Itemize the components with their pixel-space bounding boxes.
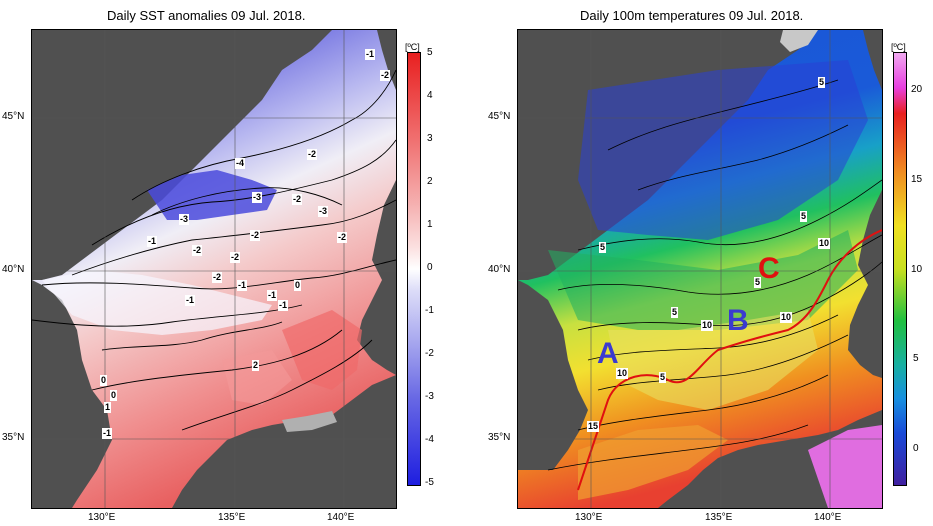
lon-label: 135°E: [218, 512, 246, 523]
contour-label: -3: [318, 206, 329, 217]
contour-label: 5: [754, 277, 762, 288]
land-japan-honshu: [172, 375, 396, 508]
colorbar-tick: 2: [427, 176, 433, 187]
contour-label: 5: [800, 211, 808, 222]
contour-label: -2: [212, 272, 223, 283]
contour-label: 0: [100, 375, 108, 386]
contour-label: 10: [818, 238, 831, 249]
colorbar-tick: 5: [427, 47, 433, 58]
contour-label: 0: [110, 390, 118, 401]
sst-anomaly-field: [32, 30, 396, 508]
colorbar-unit: [ºC]: [405, 42, 420, 52]
colorbar-tick: -4: [425, 434, 434, 445]
colorbar-tick: -3: [425, 391, 434, 402]
sst-anomaly-colorbar: [407, 52, 421, 486]
temp-100m-title: Daily 100m temperatures 09 Jul. 2018.: [580, 8, 804, 23]
lat-label: 35°N: [2, 432, 25, 443]
temp-100m-field: [518, 30, 882, 508]
lat-label: 45°N: [488, 111, 511, 122]
lon-label: 130°E: [88, 512, 116, 523]
contour-label: 2: [252, 360, 260, 371]
graticule: [32, 30, 396, 508]
contour-label: 5: [671, 307, 679, 318]
colorbar-tick: 3: [427, 133, 433, 144]
region-label-a: A: [597, 337, 619, 370]
contour-label: -2: [307, 149, 318, 160]
contour-label: -2: [230, 252, 241, 263]
contour-label: 10: [780, 312, 793, 323]
temp-100m-map: 5 5 5 10 5 5 10 10 10 15 5 A B C: [517, 29, 883, 509]
contour-label: -1: [147, 236, 158, 247]
lon-label: 140°E: [327, 512, 355, 523]
contour-label: -1: [185, 295, 196, 306]
lat-label: 40°N: [488, 264, 511, 275]
lon-label: 135°E: [705, 512, 733, 523]
colorbar-tick: 20: [911, 84, 923, 95]
colorbar-tick: -5: [425, 477, 434, 488]
land-continent-north: [32, 30, 332, 280]
land-japan-north: [848, 190, 882, 378]
contour-label: -2: [250, 230, 261, 241]
land-korea: [32, 280, 112, 508]
land-sakhalin-east: [377, 30, 396, 90]
land-japan-north: [357, 180, 396, 375]
sst-anomaly-map: -1 -2 -4 -2 -3 -2 -3 -3 -2 -1 -2 -2 -1 -…: [31, 29, 397, 509]
contour-label: -1: [365, 49, 376, 60]
region-label-c: C: [758, 252, 780, 285]
contour-label: -3: [179, 214, 190, 225]
contour-label: 15: [587, 421, 600, 432]
contour-label: 10: [616, 368, 629, 379]
contour-label: 5: [659, 372, 667, 383]
contour-label: -1: [237, 280, 248, 291]
colorbar-unit: [ºC]: [891, 42, 906, 52]
contour-label: 1: [104, 402, 112, 413]
colorbar-tick: 15: [911, 174, 923, 185]
contour-label: -3: [252, 192, 263, 203]
lat-label: 35°N: [488, 432, 511, 443]
lon-label: 140°E: [814, 512, 842, 523]
contour-label: 10: [701, 320, 714, 331]
land-sakhalin-east: [863, 30, 882, 90]
contour-label: -4: [235, 158, 246, 169]
contour-label: -2: [380, 70, 391, 81]
contour-label: -2: [337, 232, 348, 243]
colorbar-tick: 4: [427, 90, 433, 101]
region-label-b: B: [727, 304, 749, 337]
colorbar-tick: 10: [911, 264, 923, 275]
lat-label: 40°N: [2, 264, 25, 275]
lat-label: 45°N: [2, 111, 25, 122]
lon-label: 130°E: [575, 512, 603, 523]
colorbar-tick: 5: [913, 353, 919, 364]
contour-label: 5: [818, 77, 826, 88]
contour-label: -1: [102, 428, 113, 439]
subpolar-front-line: [577, 229, 882, 491]
contour-label: -2: [292, 194, 303, 205]
contour-label: 5: [599, 242, 607, 253]
colorbar-tick: 0: [913, 443, 919, 454]
sst-anomaly-title: Daily SST anomalies 09 Jul. 2018.: [107, 8, 306, 23]
missing-data-grey: [780, 30, 818, 52]
colorbar-tick: 0: [427, 262, 433, 273]
contour-label: -2: [192, 245, 203, 256]
contour-label: 0: [294, 280, 302, 291]
land-korea: [518, 280, 588, 470]
colorbar-tick: -2: [425, 348, 434, 359]
contour-label: -1: [267, 290, 278, 301]
colorbar-tick: -1: [425, 305, 434, 316]
temp-100m-colorbar: [893, 52, 907, 486]
temp-contours: [547, 79, 882, 471]
contour-label: -1: [278, 300, 289, 311]
colorbar-tick: 1: [427, 219, 433, 230]
land-japan-coast-light: [282, 411, 337, 432]
